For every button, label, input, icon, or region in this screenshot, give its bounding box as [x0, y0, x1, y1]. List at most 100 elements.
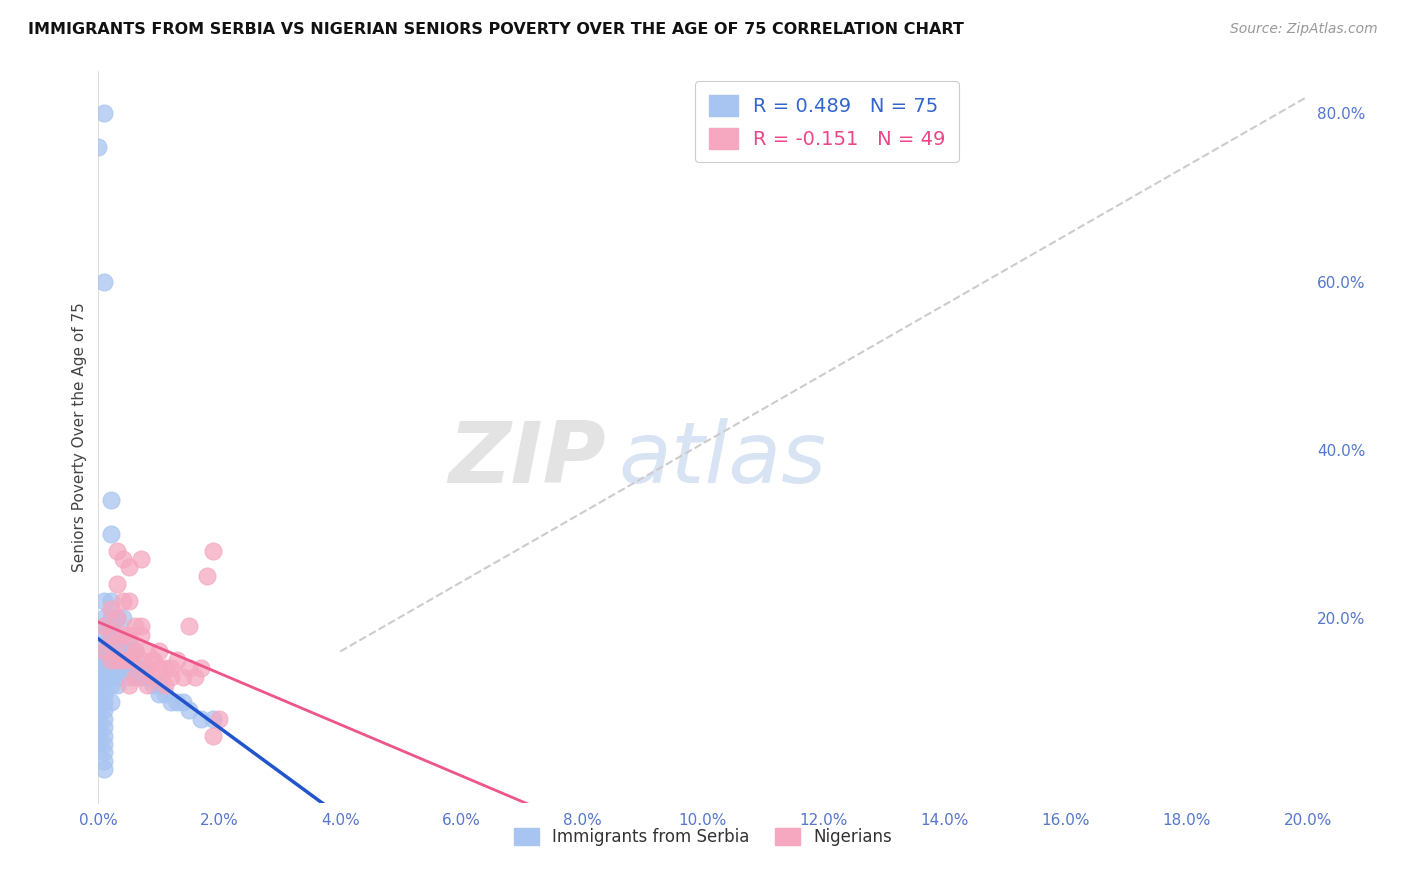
Point — [100, 493, 122, 508]
Point — [93, 644, 115, 658]
Point — [105, 627, 128, 641]
Point — [93, 695, 115, 709]
Point — [160, 661, 183, 675]
Point — [87, 686, 110, 700]
Point — [87, 737, 110, 751]
Point — [93, 678, 115, 692]
Point — [166, 695, 188, 709]
Point — [129, 552, 152, 566]
Point — [148, 686, 170, 700]
Point — [124, 619, 146, 633]
Point — [129, 627, 152, 641]
Point — [93, 703, 115, 717]
Point — [93, 619, 115, 633]
Point — [124, 644, 146, 658]
Point — [148, 644, 170, 658]
Y-axis label: Seniors Poverty Over the Age of 75: Seniors Poverty Over the Age of 75 — [72, 302, 87, 572]
Point — [100, 653, 122, 667]
Point — [129, 619, 152, 633]
Point — [118, 636, 141, 650]
Point — [148, 661, 170, 675]
Point — [129, 670, 152, 684]
Point — [208, 712, 231, 726]
Point — [105, 653, 128, 667]
Point — [135, 678, 157, 692]
Point — [93, 106, 115, 120]
Point — [87, 729, 110, 743]
Point — [100, 611, 122, 625]
Point — [105, 543, 128, 558]
Point — [105, 636, 128, 650]
Point — [142, 653, 165, 667]
Point — [93, 619, 115, 633]
Point — [105, 653, 128, 667]
Point — [111, 653, 134, 667]
Point — [195, 569, 218, 583]
Point — [142, 678, 165, 692]
Point — [148, 678, 170, 692]
Point — [105, 577, 128, 591]
Point — [100, 678, 122, 692]
Point — [118, 661, 141, 675]
Point — [124, 661, 146, 675]
Point — [166, 653, 188, 667]
Point — [111, 611, 134, 625]
Point — [118, 678, 141, 692]
Point — [93, 644, 115, 658]
Point — [111, 636, 134, 650]
Point — [135, 670, 157, 684]
Point — [100, 627, 122, 641]
Point — [93, 712, 115, 726]
Point — [87, 703, 110, 717]
Point — [160, 695, 183, 709]
Point — [118, 644, 141, 658]
Point — [93, 720, 115, 734]
Point — [190, 661, 212, 675]
Point — [93, 686, 115, 700]
Point — [172, 670, 194, 684]
Point — [111, 594, 134, 608]
Point — [93, 670, 115, 684]
Point — [135, 661, 157, 675]
Point — [100, 594, 122, 608]
Point — [118, 653, 141, 667]
Point — [202, 729, 225, 743]
Point — [100, 636, 122, 650]
Point — [179, 661, 201, 675]
Point — [202, 543, 225, 558]
Point — [93, 754, 115, 768]
Point — [153, 678, 176, 692]
Point — [124, 644, 146, 658]
Point — [93, 729, 115, 743]
Point — [87, 712, 110, 726]
Point — [87, 140, 110, 154]
Point — [124, 670, 146, 684]
Point — [93, 653, 115, 667]
Point — [124, 670, 146, 684]
Point — [93, 594, 115, 608]
Point — [105, 636, 128, 650]
Point — [93, 627, 115, 641]
Point — [100, 644, 122, 658]
Point — [105, 611, 128, 625]
Point — [87, 695, 110, 709]
Point — [93, 737, 115, 751]
Point — [105, 611, 128, 625]
Point — [179, 703, 201, 717]
Point — [105, 678, 128, 692]
Point — [105, 661, 128, 675]
Text: ZIP: ZIP — [449, 417, 606, 500]
Point — [153, 661, 176, 675]
Point — [87, 678, 110, 692]
Point — [100, 653, 122, 667]
Point — [100, 670, 122, 684]
Point — [124, 644, 146, 658]
Point — [93, 745, 115, 759]
Point — [93, 762, 115, 776]
Text: atlas: atlas — [619, 417, 827, 500]
Point — [93, 636, 115, 650]
Point — [100, 602, 122, 616]
Point — [172, 695, 194, 709]
Point — [202, 712, 225, 726]
Point — [184, 670, 207, 684]
